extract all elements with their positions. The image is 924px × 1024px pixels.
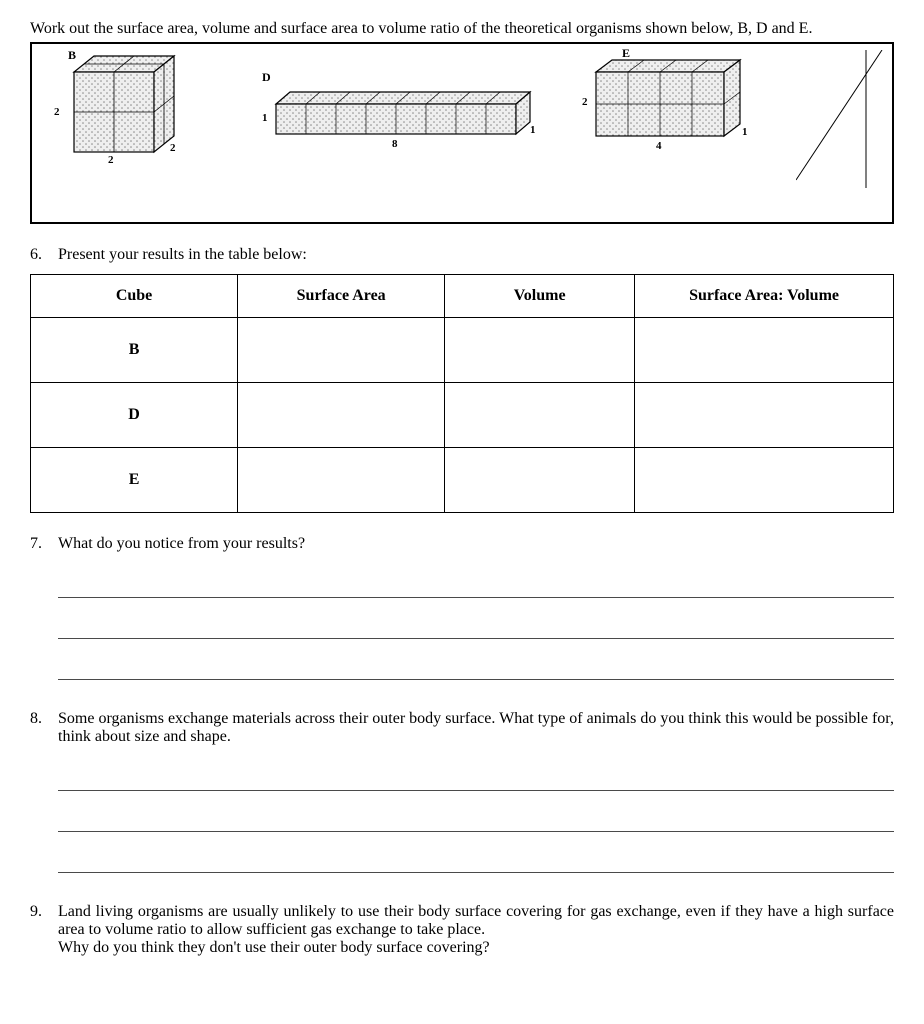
q9-text: Land living organisms are usually unlike…	[58, 903, 894, 957]
dim-e-w: 4	[656, 140, 662, 152]
cell[interactable]	[238, 383, 445, 448]
q9-num: 9.	[30, 903, 58, 957]
cell[interactable]	[445, 318, 635, 383]
question-8: 8. Some organisms exchange materials acr…	[30, 710, 894, 746]
answer-line[interactable]	[58, 563, 894, 598]
results-table: Cube Surface Area Volume Surface Area: V…	[30, 274, 894, 513]
table-row: B	[31, 318, 894, 383]
row-label-b: B	[31, 318, 238, 383]
row-label-e: E	[31, 448, 238, 513]
answer-line[interactable]	[58, 797, 894, 832]
q7-num: 7.	[30, 535, 58, 553]
cell[interactable]	[635, 383, 894, 448]
dim-d-h: 1	[262, 112, 268, 124]
col-vol: Volume	[445, 275, 635, 318]
question-6: 6. Present your results in the table bel…	[30, 246, 894, 264]
table-row: E	[31, 448, 894, 513]
q7-text: What do you notice from your results?	[58, 535, 894, 553]
answer-line[interactable]	[58, 756, 894, 791]
col-sa: Surface Area	[238, 275, 445, 318]
dim-e-h: 2	[582, 96, 588, 108]
shape-b: B 2 2 2	[52, 50, 192, 170]
label-b: B	[68, 48, 76, 63]
q8-text: Some organisms exchange materials across…	[58, 710, 894, 746]
cell[interactable]	[445, 448, 635, 513]
cell[interactable]	[238, 448, 445, 513]
answer-line[interactable]	[58, 604, 894, 639]
dim-b-d: 2	[170, 142, 176, 154]
cell[interactable]	[238, 318, 445, 383]
question-9: 9. Land living organisms are usually unl…	[30, 903, 894, 957]
dim-e-d: 1	[742, 126, 748, 138]
shape-e: E 2 4 1	[582, 56, 762, 156]
question-7: 7. What do you notice from your results?	[30, 535, 894, 553]
shape-d: D 1 8 1	[262, 88, 542, 158]
col-ratio: Surface Area: Volume	[635, 275, 894, 318]
answer-line[interactable]	[58, 645, 894, 680]
q6-text: Present your results in the table below:	[58, 246, 894, 264]
answer-line[interactable]	[58, 838, 894, 873]
intro-text: Work out the surface area, volume and su…	[30, 20, 894, 38]
cell[interactable]	[635, 318, 894, 383]
dim-b-w: 2	[108, 154, 114, 166]
q8-num: 8.	[30, 710, 58, 746]
dim-b-h: 2	[54, 106, 60, 118]
row-label-d: D	[31, 383, 238, 448]
q6-num: 6.	[30, 246, 58, 264]
decor-lines	[796, 50, 886, 190]
cell[interactable]	[445, 383, 635, 448]
col-cube: Cube	[31, 275, 238, 318]
table-row: D	[31, 383, 894, 448]
dim-d-w: 8	[392, 138, 398, 150]
cell[interactable]	[635, 448, 894, 513]
diagram-box: B 2 2 2	[30, 42, 894, 224]
label-e: E	[622, 46, 630, 61]
label-d: D	[262, 70, 271, 85]
dim-d-d: 1	[530, 124, 536, 136]
